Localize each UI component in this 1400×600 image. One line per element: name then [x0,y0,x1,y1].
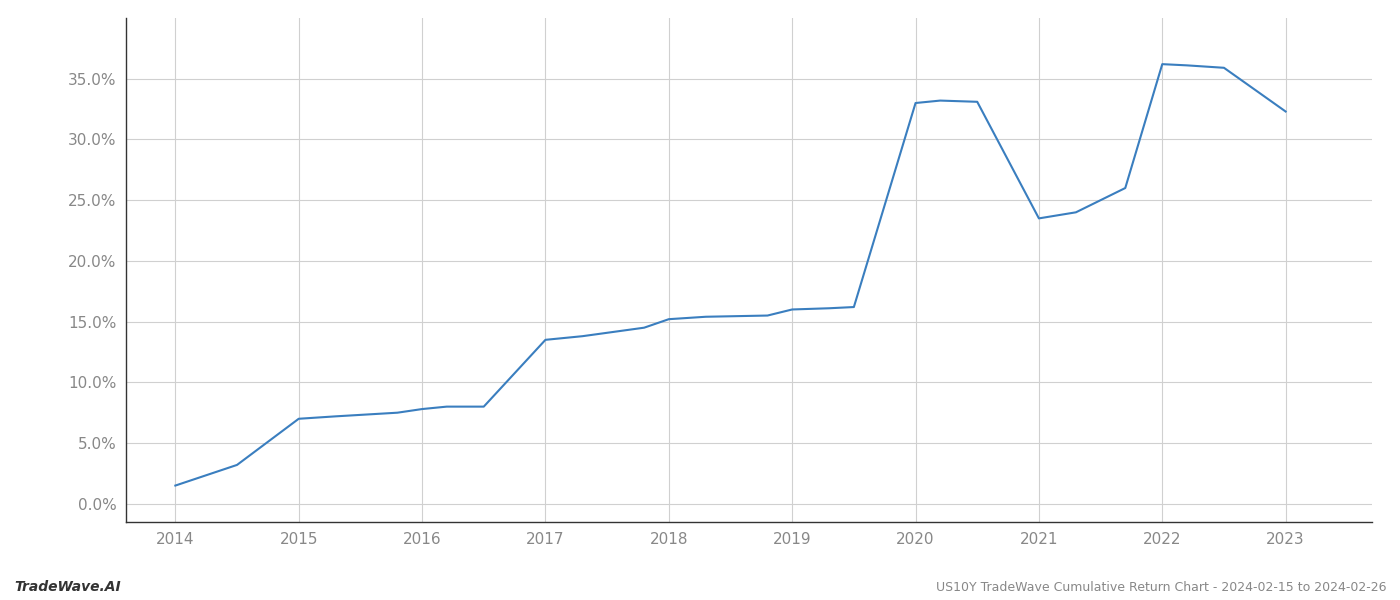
Text: TradeWave.AI: TradeWave.AI [14,580,120,594]
Text: US10Y TradeWave Cumulative Return Chart - 2024-02-15 to 2024-02-26: US10Y TradeWave Cumulative Return Chart … [935,581,1386,594]
